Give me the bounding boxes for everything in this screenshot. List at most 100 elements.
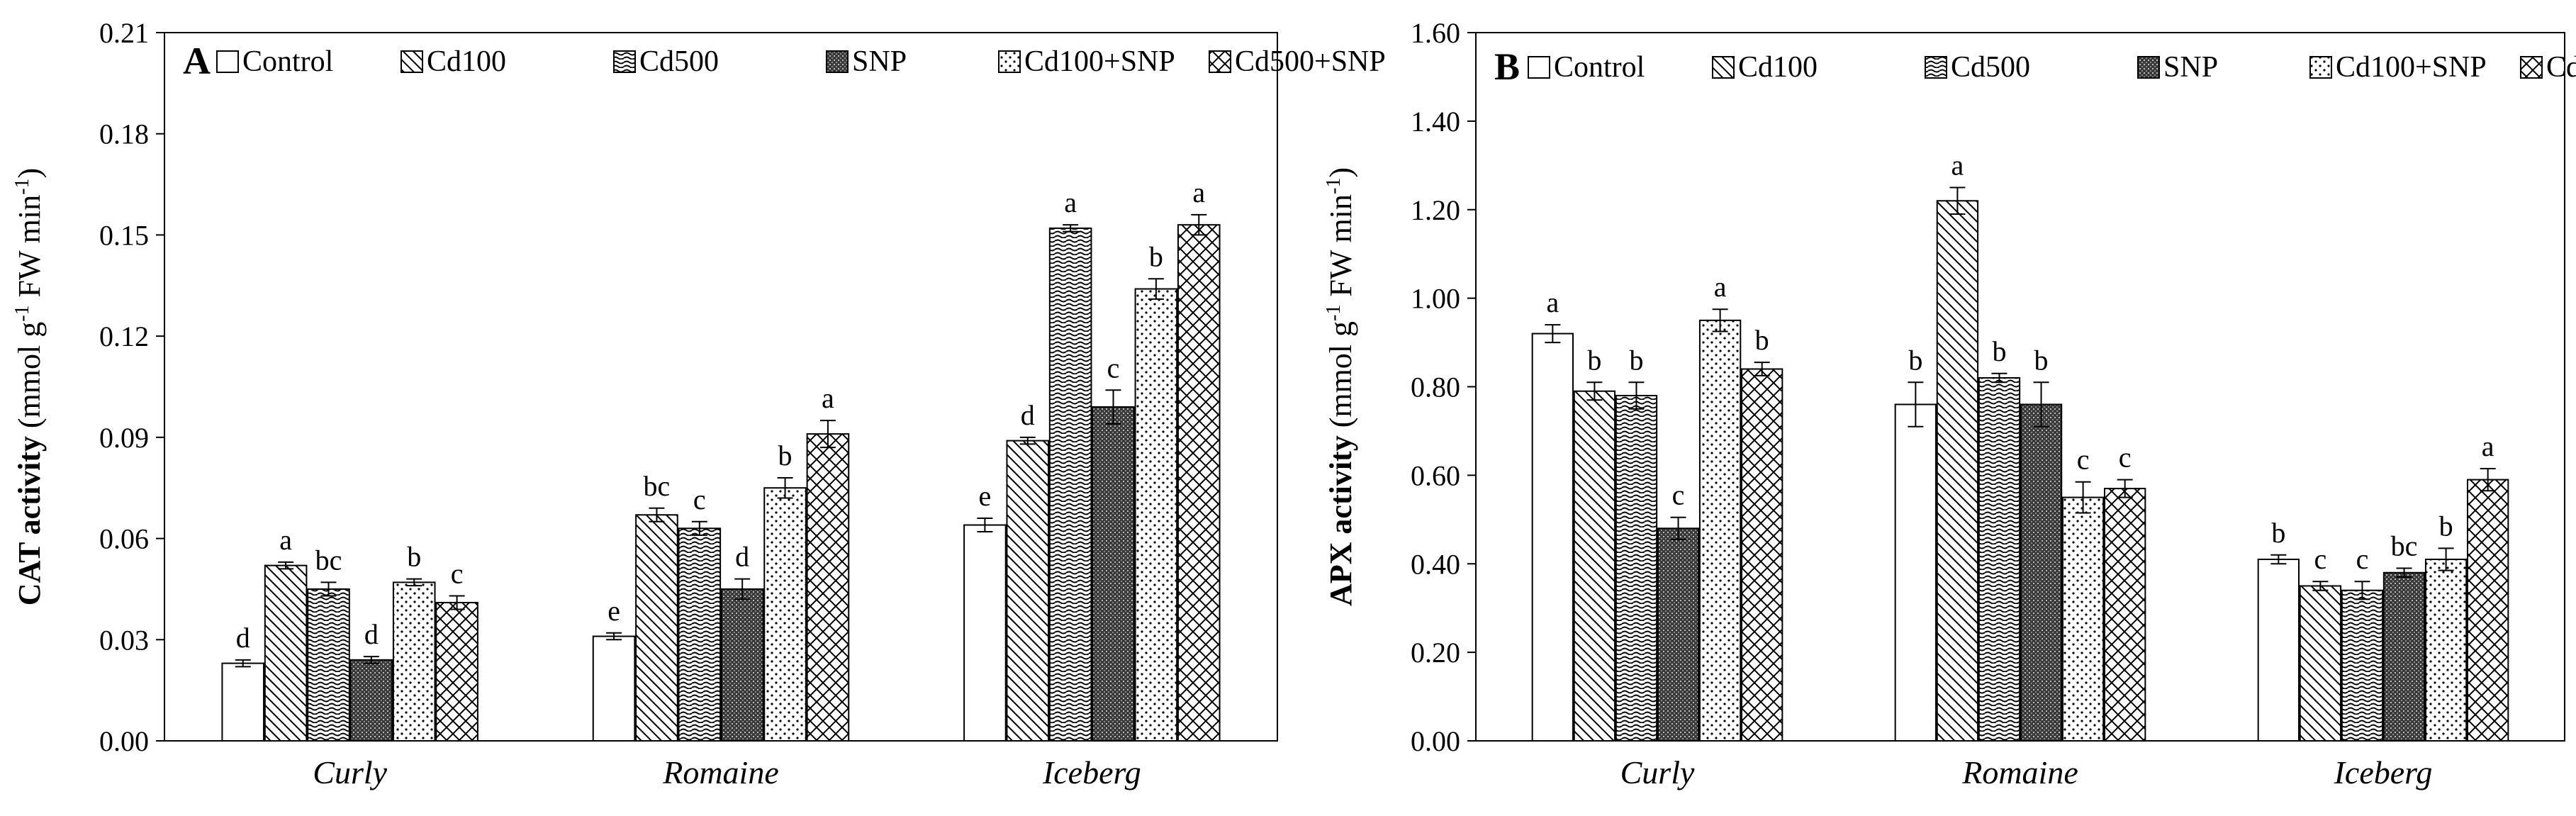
bar xyxy=(2020,403,2063,742)
significance-letter: d xyxy=(236,622,250,654)
bar xyxy=(2299,585,2342,742)
legend-swatch xyxy=(216,50,239,73)
legend-label: Cd100 xyxy=(427,45,506,78)
significance-letter: bc xyxy=(644,470,671,502)
legend-label: Cd500+SNP xyxy=(1235,45,1386,78)
y-tick-label: 1.40 xyxy=(1411,106,1460,138)
bar xyxy=(2341,589,2384,742)
panel-label: B xyxy=(1494,45,1520,88)
y-tick-label: 0.40 xyxy=(1411,548,1460,580)
significance-letter: b xyxy=(1992,335,2006,367)
y-axis-title: APX activity (mmol g-1 FW min-1) xyxy=(1323,167,1358,606)
bar xyxy=(1615,394,1658,742)
x-category-label: Curly xyxy=(1620,754,1695,790)
y-tick-label: 0.00 xyxy=(1411,725,1460,757)
significance-letter: a xyxy=(1064,186,1077,218)
bar xyxy=(2382,571,2426,742)
legend-label: Cd100 xyxy=(1738,51,1818,84)
y-tick-label: 0.15 xyxy=(99,219,149,251)
significance-letter: a xyxy=(1192,177,1205,208)
significance-letter: a xyxy=(2482,430,2494,462)
bar xyxy=(435,601,478,742)
panel-a: 0.00 0.03 0.06 0.09 0.12 0.15 0.18 0.21 CAT acti… xyxy=(11,17,1386,790)
bar xyxy=(720,588,764,742)
significance-letter: b xyxy=(778,440,793,471)
bar xyxy=(1740,368,1783,742)
bar xyxy=(763,487,807,742)
bar xyxy=(2061,496,2105,742)
significance-letter: b xyxy=(1587,344,1601,376)
bar xyxy=(592,635,636,742)
bar xyxy=(307,588,350,742)
bar xyxy=(963,524,1007,742)
y-tick-label: 0.80 xyxy=(1411,371,1460,403)
significance-letter: c xyxy=(2356,543,2369,575)
significance-letter: c xyxy=(2077,444,2090,476)
bar xyxy=(806,433,850,742)
bar xyxy=(1092,406,1135,742)
bar xyxy=(678,527,722,742)
significance-letter: b xyxy=(1149,240,1163,272)
significance-letter: d xyxy=(364,618,379,650)
y-tick-label: 0.06 xyxy=(99,523,149,555)
significance-letter: a xyxy=(1546,286,1559,318)
significance-letter: bc xyxy=(315,544,342,576)
bar xyxy=(2103,488,2146,742)
x-category-label: Iceberg xyxy=(1042,754,1141,790)
legend-label: SNP xyxy=(2163,51,2218,84)
bar xyxy=(392,581,436,742)
legend-label: Cd100+SNP xyxy=(1024,45,1175,78)
bar xyxy=(2424,559,2468,742)
bar xyxy=(1006,440,1050,742)
y-tick-label: 0.09 xyxy=(99,422,149,454)
legend-swatch xyxy=(2520,56,2543,79)
bar xyxy=(2257,559,2300,742)
bar xyxy=(1134,288,1178,742)
significance-letter: d xyxy=(1021,399,1035,431)
legend-swatch xyxy=(1925,56,1947,79)
bar xyxy=(1936,200,1979,742)
legend-swatch xyxy=(2137,56,2160,79)
legend-label: Cd500+SNP xyxy=(2546,51,2576,84)
bar xyxy=(1048,227,1092,742)
legend-label: Control xyxy=(242,45,333,78)
legend-swatch xyxy=(613,50,636,73)
significance-letter: b xyxy=(2034,344,2049,376)
significance-letter: bc xyxy=(2391,530,2418,561)
legend-swatch xyxy=(2309,56,2332,79)
x-category-label: Iceberg xyxy=(2334,754,2433,790)
significance-letter: e xyxy=(607,595,620,627)
y-tick-label: 1.60 xyxy=(1411,17,1460,49)
bar xyxy=(1894,403,1937,742)
significance-letter: b xyxy=(2271,517,2285,549)
legend-swatch xyxy=(826,50,849,73)
bar xyxy=(1177,224,1221,742)
legend-label: Cd100+SNP xyxy=(2336,51,2487,84)
significance-letter: d xyxy=(735,541,749,573)
bar xyxy=(1698,319,1742,742)
legend-label: Control xyxy=(1554,51,1645,84)
legend-label: Cd500 xyxy=(639,45,719,78)
y-tick-label: 0.18 xyxy=(99,118,149,150)
legend-swatch xyxy=(1528,56,1550,79)
significance-letter: b xyxy=(1629,344,1643,376)
significance-letter: b xyxy=(1908,344,1922,376)
bar xyxy=(349,659,393,742)
y-tick-label: 0.00 xyxy=(99,725,149,757)
significance-letter: b xyxy=(2439,510,2453,542)
y-tick-label: 0.60 xyxy=(1411,459,1460,491)
significance-letter: a xyxy=(1714,271,1727,303)
significance-letter: e xyxy=(979,480,992,512)
significance-letter: b xyxy=(1755,324,1769,356)
legend-swatch xyxy=(1209,50,1231,73)
significance-letter: a xyxy=(822,382,834,414)
significance-letter: c xyxy=(2119,442,2132,474)
bar xyxy=(1573,390,1616,742)
significance-letter: c xyxy=(693,484,706,515)
y-tick-label: 1.20 xyxy=(1411,194,1460,226)
legend-swatch xyxy=(1712,56,1735,79)
significance-letter: a xyxy=(279,524,292,556)
legend-swatch xyxy=(998,50,1021,73)
legend-swatch xyxy=(401,50,423,73)
